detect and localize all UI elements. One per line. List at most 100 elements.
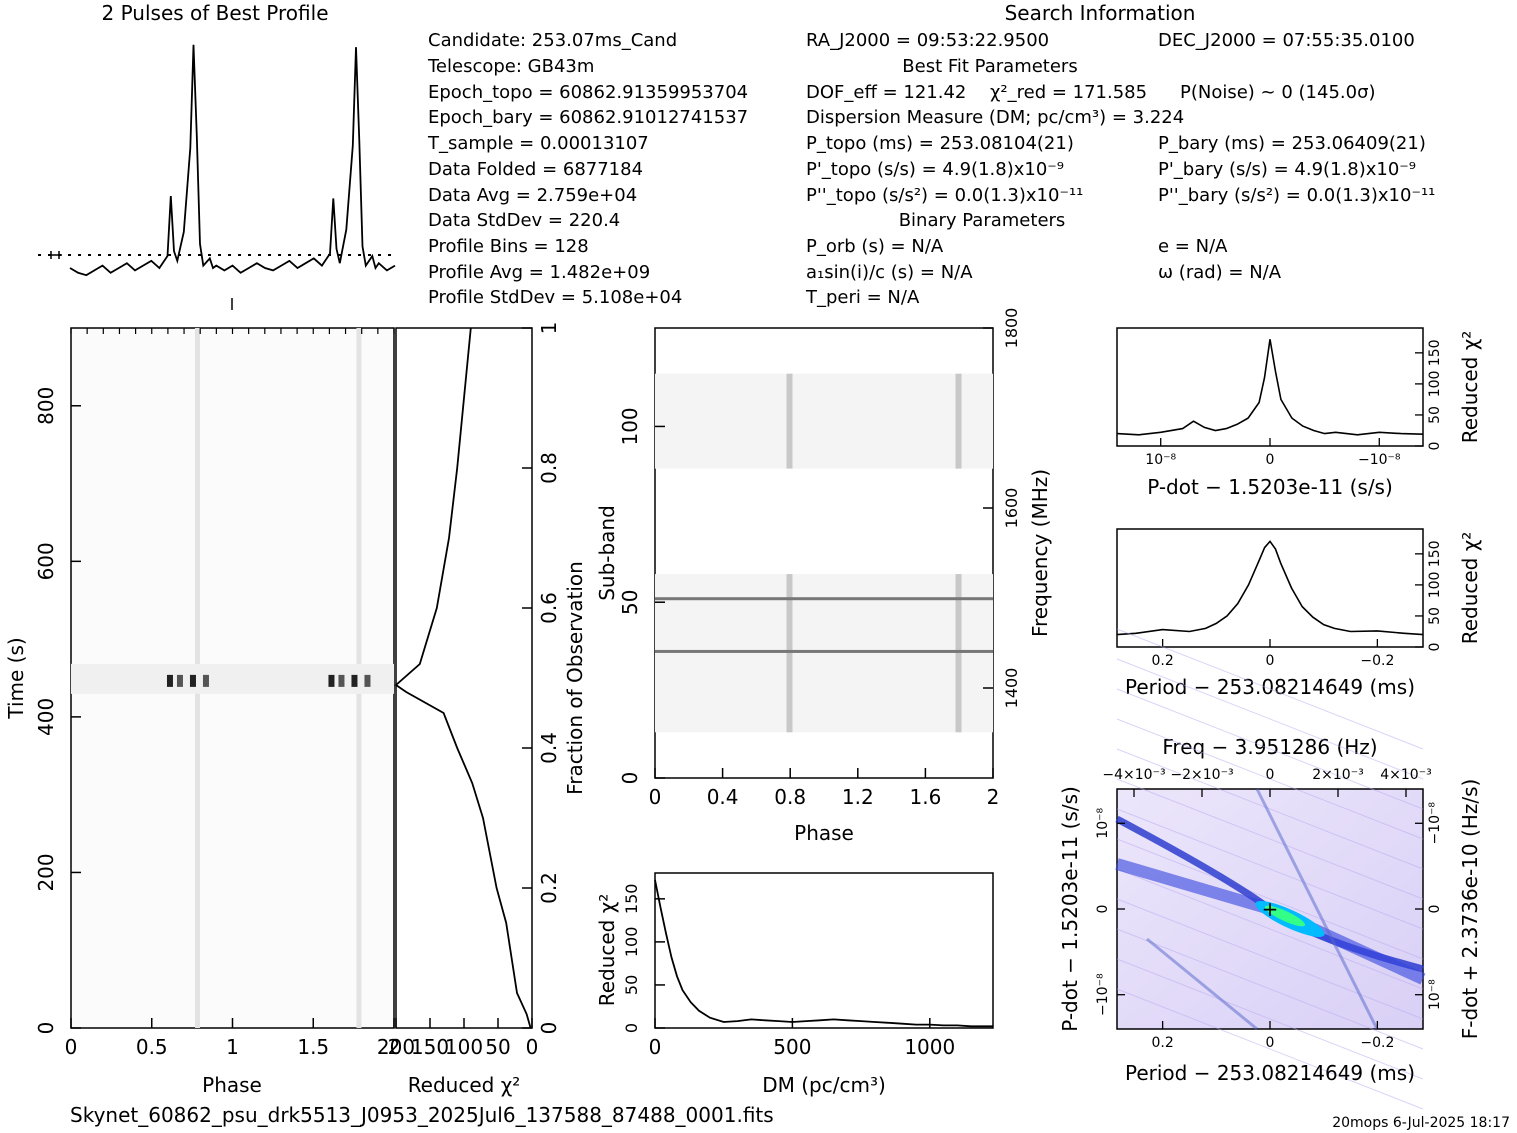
time-chi2-line	[394, 327, 532, 1029]
search-dof: DOF_eff = 121.42	[806, 82, 966, 103]
time-chi2-x-tick-label: 0	[526, 1035, 539, 1059]
period_chi2-x-tick-label: −0.2	[1360, 653, 1394, 669]
period-xlabel: Period − 253.08214649 (ms)	[1125, 675, 1415, 699]
time-phase-panel: 0 0.5 1 1.5 2 0 200 400 600 800 Phase Time (s)	[4, 327, 400, 1097]
search-info-block: Search Information RA_J2000 = 09:53:22.9…	[805, 1, 1435, 308]
info-data-avg: Data Avg = 2.759e+04	[428, 185, 637, 206]
ppdot-y2-tick-label: −10⁻⁸	[1427, 802, 1443, 845]
dm-ylabel: Reduced χ²	[595, 894, 619, 1007]
ppdot-x2-tick-label: −2×10⁻³	[1170, 767, 1233, 783]
info-block: Candidate: 253.07ms_Cand Telescope: GB43…	[427, 30, 748, 308]
ppdot-x2-tick-label: 0	[1266, 767, 1275, 783]
time-phase-y-tick-label: 800	[34, 387, 58, 425]
subband-x-tick-label: 1.2	[842, 785, 874, 809]
ppdot-y2-tick-label: 0	[1427, 905, 1443, 914]
period-line-group	[1116, 540, 1424, 636]
burst-mark	[189, 674, 196, 687]
ppdot-x2-tick-label: −4×10⁻³	[1102, 767, 1165, 783]
info-epoch-topo: Epoch_topo = 60862.91359953704	[428, 82, 748, 103]
pdot_chi2-y-tick-label: 50	[1427, 406, 1443, 424]
subband-y2-tick-label: 1600	[1002, 488, 1021, 529]
ppdot-y-tick-label: 0	[1095, 905, 1111, 914]
ppdot-streak	[1116, 688, 1424, 810]
footer-stamp: 20mops 6-Jul-2025 18:17	[1332, 1115, 1510, 1131]
subband-pulse	[786, 373, 793, 469]
subband-row	[655, 649, 993, 653]
search-dm: Dispersion Measure (DM; pc/cm³) = 3.224	[806, 107, 1184, 128]
subband-pulse	[786, 574, 793, 733]
subband-x-tick-label: 1.6	[909, 785, 941, 809]
time-phase-axes: 0 0.5 1 1.5 2 0 200 400 600 800	[34, 328, 400, 1059]
pdot-line-group	[1116, 339, 1424, 436]
ppdot-peak-marker: +	[1262, 897, 1279, 921]
pdot-panel: 10⁻⁸ 0 −10⁻⁸ 0 50 100 150 P-dot − 1.5203e-11 (…	[1116, 327, 1482, 499]
dm-y-tick-label: 50	[622, 975, 641, 995]
ppdot-y2label: F-dot + 2.3736e-10 (Hz/s)	[1458, 779, 1482, 1040]
dm-xlabel: DM (pc/cm³)	[762, 1073, 886, 1097]
search-ecc: e = N/A	[1158, 236, 1228, 257]
search-pdot-bary: P'_bary (s/s) = 4.9(1.8)x10⁻⁹	[1158, 159, 1416, 180]
period_chi2-y-tick-label: 150	[1427, 540, 1443, 567]
burst-mark	[338, 674, 345, 687]
ppdot-streak	[1116, 748, 1424, 870]
time-phase-x-tick-label: 1	[226, 1035, 239, 1059]
pdot-ylabel: Reduced χ²	[1458, 331, 1482, 444]
ppdot-streak	[1116, 988, 1424, 1110]
subband-x-tick-label: 0	[649, 785, 662, 809]
ppdot-streak	[1116, 868, 1424, 990]
period-ylabel: Reduced χ²	[1458, 532, 1482, 645]
time-chi2-xlabel: Reduced χ²	[408, 1073, 521, 1097]
search-pddot-bary: P''_bary (s/s²) = 0.0(1.3)x10⁻¹¹	[1158, 185, 1435, 206]
dm-x-tick-label: 0	[649, 1035, 662, 1059]
ppdot-streak	[1116, 898, 1424, 1020]
ppdot-ylabel: P-dot − 1.5203e-11 (s/s)	[1058, 786, 1082, 1032]
info-candidate: Candidate: 253.07ms_Cand	[428, 30, 677, 51]
subband-y2-tick-label: 1400	[1002, 668, 1021, 709]
ppdot-streak	[1116, 778, 1424, 900]
info-data-stddev: Data StdDev = 220.4	[428, 210, 620, 231]
time-phase-y-tick-label: 0	[34, 1022, 58, 1035]
ppdot-y2-tick-label: 10⁻⁸	[1427, 979, 1443, 1010]
ppdot-panel: Freq − 3.951286 (Hz) + 0.2 0 −0.2 −4×10⁻³ −2…	[1058, 628, 1482, 1110]
subband-y-tick-label: 50	[618, 589, 642, 614]
ppdot-ridge	[1146, 937, 1258, 1031]
subband-ylabel: Sub-band	[595, 505, 619, 601]
time-chi2-x-tick-label: 100	[445, 1035, 483, 1059]
burst-mark	[364, 674, 371, 687]
burst-mark	[351, 674, 358, 687]
dm-axes: 0 500 1000 0 50 100 150	[622, 884, 955, 1059]
time-chi2-y-tick-label: 0	[537, 1022, 561, 1035]
dm-panel: 0 500 1000 0 50 100 150 DM (pc/cm³) Reduced χ²	[595, 872, 994, 1097]
burst-band	[71, 663, 394, 694]
footer-filename: Skynet_60862_psu_drk5513_J0953_2025Jul6_…	[70, 1103, 774, 1127]
subband-y-tick-label: 0	[618, 772, 642, 785]
dm-y-tick-label: 100	[622, 927, 641, 958]
period_chi2-y-tick-label: 0	[1427, 643, 1443, 652]
search-pbary: P_bary (ms) = 253.06409(21)	[1158, 133, 1426, 154]
time-chi2-y-tick-label: 0.8	[537, 452, 561, 484]
time-phase-marks	[71, 328, 394, 1028]
burst-mark	[176, 674, 183, 687]
pdot-axes: 10⁻⁸ 0 −10⁻⁸ 0 50 100 150	[1145, 339, 1443, 468]
ppdot-streak	[1116, 958, 1424, 1080]
search-ra: RA_J2000 = 09:53:22.9500	[806, 30, 1049, 51]
time-chi2-x-tick-label: 150	[411, 1035, 449, 1059]
time-chi2-y-tick-label: 1	[537, 322, 561, 335]
ppdot-y-tick-label: 10⁻⁸	[1095, 807, 1111, 838]
subband-pulse	[955, 574, 962, 733]
info-data-folded: Data Folded = 6877184	[428, 159, 643, 180]
time-chi2-line-group	[394, 327, 532, 1029]
pdot_chi2-x-tick-label: 10⁻⁸	[1145, 452, 1176, 468]
time-phase-x-tick-label: 2	[388, 1035, 401, 1059]
ppdot-x-tick-label: −0.2	[1360, 1035, 1394, 1051]
subband-x-tick-label: 0.8	[774, 785, 806, 809]
search-info-title: Search Information	[1005, 1, 1196, 25]
subband-y2label: Frequency (MHz)	[1028, 469, 1052, 637]
search-pdot-topo: P'_topo (s/s) = 4.9(1.8)x10⁻⁹	[806, 159, 1064, 180]
subband-band	[655, 574, 993, 733]
period-panel: 0.2 0 −0.2 0 50 100 150 Period − 253.08214649 …	[1116, 528, 1482, 699]
ppdot-ridge	[1255, 788, 1379, 1030]
ppdot-x2-tick-label: 4×10⁻³	[1380, 767, 1431, 783]
subband-row	[655, 597, 993, 601]
profile-line	[69, 44, 396, 277]
